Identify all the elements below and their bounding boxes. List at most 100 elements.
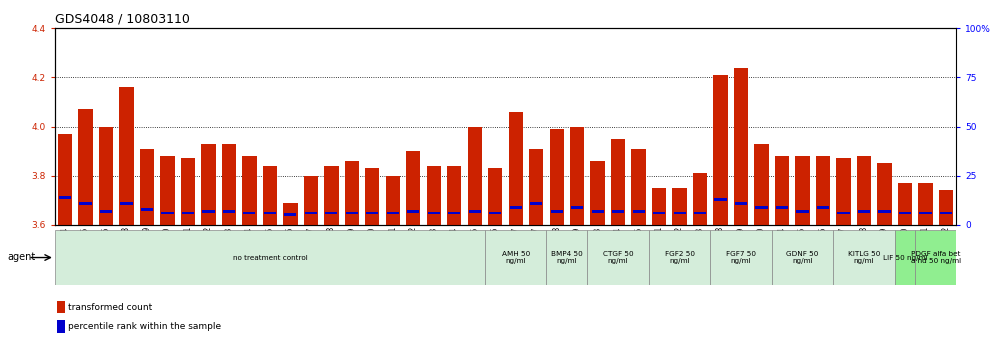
Bar [121,202,132,205]
Bar [448,212,460,215]
Text: KITLG 50
ng/ml: KITLG 50 ng/ml [848,251,880,264]
Bar [550,129,564,225]
Bar [406,151,420,225]
Bar [447,166,461,225]
Bar [939,190,953,225]
Bar [857,156,872,225]
Bar [180,159,195,225]
Bar [878,210,890,212]
Text: GDNF 50
ng/ml: GDNF 50 ng/ml [786,251,819,264]
Bar [611,139,625,225]
Bar [324,166,339,225]
Bar [915,230,956,285]
Bar [283,203,298,225]
Bar [222,144,236,225]
Text: percentile rank within the sample: percentile rank within the sample [68,322,221,331]
Bar [547,230,588,285]
Bar [202,210,214,212]
Bar [509,112,523,225]
Bar [694,212,706,215]
Bar [242,156,257,225]
Bar [345,161,359,225]
Text: no treatment control: no treatment control [232,255,307,261]
Bar [243,212,256,215]
Bar [386,212,398,215]
Bar [201,144,215,225]
Bar [485,230,547,285]
Bar [797,210,809,212]
Bar [99,127,114,225]
Bar [407,210,419,212]
Bar [919,212,931,215]
Bar [673,212,685,215]
Bar [529,149,544,225]
Bar [100,210,113,212]
Bar [489,212,501,215]
Bar [631,149,645,225]
Bar [834,230,894,285]
Text: GDS4048 / 10803110: GDS4048 / 10803110 [55,12,189,25]
Bar [140,207,153,211]
Bar [139,149,154,225]
Bar [426,166,441,225]
Bar [367,212,378,215]
Bar [305,212,317,215]
Bar [772,230,834,285]
Bar [714,198,727,201]
Bar [898,212,911,215]
Bar [263,166,277,225]
Bar [672,188,687,225]
Text: FGF7 50
ng/ml: FGF7 50 ng/ml [726,251,756,264]
Bar [326,212,338,215]
Bar [858,210,871,212]
Bar [776,206,788,209]
Bar [894,230,915,285]
Bar [693,173,707,225]
Bar [467,127,482,225]
Text: AMH 50
ng/ml: AMH 50 ng/ml [502,251,530,264]
Bar [591,161,605,225]
Bar [223,210,235,212]
Bar [754,144,769,225]
Bar [551,210,563,212]
Bar [55,230,485,285]
Text: LIF 50 ng/ml: LIF 50 ng/ml [882,255,927,261]
Bar [632,210,644,212]
Bar [734,68,748,225]
Bar [735,202,747,205]
Text: BMP4 50
ng/ml: BMP4 50 ng/ml [551,251,583,264]
Bar [80,202,92,205]
Bar [918,183,932,225]
Bar [264,212,276,215]
Bar [837,159,851,225]
Bar [755,206,768,209]
Bar [571,206,584,209]
Bar [366,168,379,225]
Bar [427,212,440,215]
Bar [385,176,400,225]
Bar [838,212,850,215]
Bar [284,213,297,216]
Text: CTGF 50
ng/ml: CTGF 50 ng/ml [603,251,633,264]
Bar [592,210,604,212]
Text: agent: agent [7,252,35,262]
Text: FGF2 50
ng/ml: FGF2 50 ng/ml [664,251,694,264]
Bar [613,210,624,212]
Bar [79,109,93,225]
Bar [488,168,502,225]
Bar [530,202,542,205]
Bar [120,87,133,225]
Bar [346,212,358,215]
Bar [58,134,72,225]
Bar [161,212,173,215]
Bar [182,212,194,215]
Bar [510,206,522,209]
Text: transformed count: transformed count [68,303,152,312]
Bar [817,206,829,209]
Bar [713,75,728,225]
Bar [816,156,831,225]
Bar [940,212,952,215]
Bar [160,156,174,225]
Bar [796,156,810,225]
Bar [652,188,666,225]
